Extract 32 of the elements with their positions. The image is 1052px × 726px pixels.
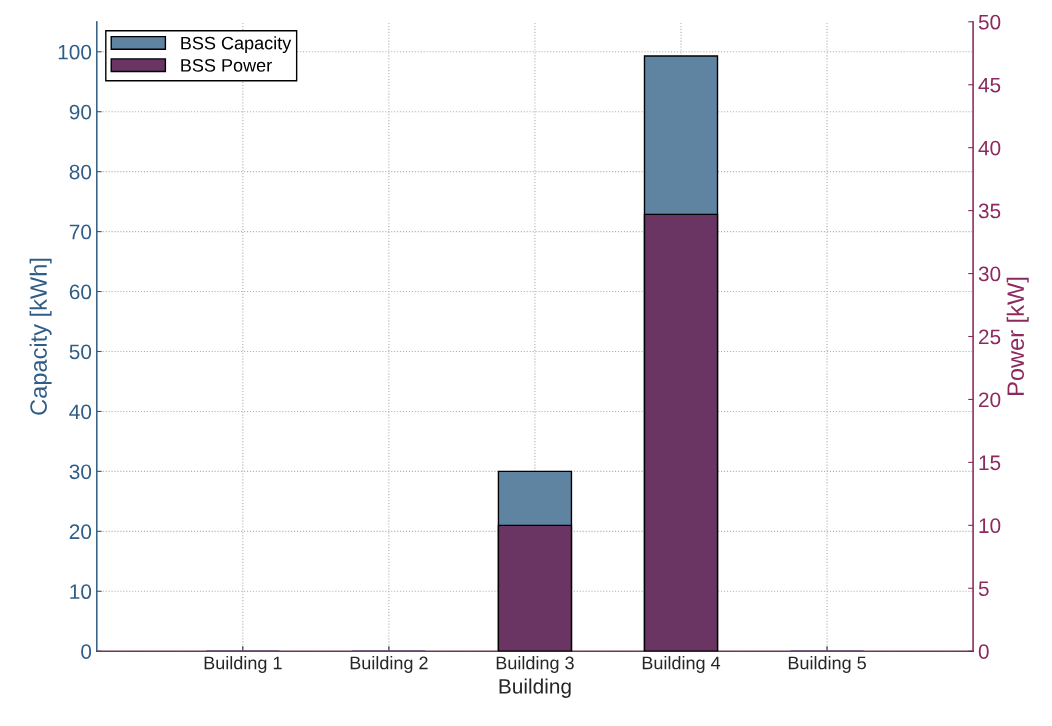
y2-tick-label: 35 <box>978 203 1001 219</box>
x-tick-label: Building 1 <box>204 656 282 673</box>
y2-tick-label: 30 <box>978 266 1001 282</box>
y2-tick-label: 50 <box>978 14 1001 30</box>
y-tick-label: 40 <box>69 404 92 420</box>
y-tick-label: 10 <box>70 584 92 600</box>
x-axis-title: Building <box>499 678 571 698</box>
y2-tick-label: 45 <box>978 77 1001 93</box>
y2-tick-label: 15 <box>979 455 1001 471</box>
x-tick-label: Building 3 <box>496 656 574 673</box>
y-tick-label: 100 <box>58 44 92 60</box>
x-tick-label: Building 2 <box>350 656 428 673</box>
y-tick-label: 30 <box>69 464 92 480</box>
y-tick-label: 90 <box>69 104 92 120</box>
y-tick-label: 60 <box>69 284 92 300</box>
y2-tick-label: 10 <box>979 518 1001 534</box>
y-tick-label: 0 <box>81 644 92 659</box>
y2-tick-label: 5 <box>978 581 989 597</box>
legend-label: BSS Power <box>181 58 272 72</box>
y-tick-label: 80 <box>69 164 92 180</box>
y-tick-label: 50 <box>69 344 92 360</box>
legend-label: BSS Capacity <box>181 36 292 54</box>
y2-tick-label: 0 <box>978 644 989 659</box>
y-tick-label: 20 <box>69 524 92 540</box>
y2-tick-label: 25 <box>979 329 1001 345</box>
y-tick-label: 70 <box>69 224 92 240</box>
x-tick-label: Building 5 <box>788 656 866 673</box>
y2-tick-label: 40 <box>978 140 1001 156</box>
y-axis-title: Capacity [kWh] <box>29 258 52 415</box>
y2-tick-label: 20 <box>979 392 1001 408</box>
y2-axis-title: Power [kW] <box>1006 277 1029 395</box>
x-tick-label: Building 4 <box>642 656 721 673</box>
